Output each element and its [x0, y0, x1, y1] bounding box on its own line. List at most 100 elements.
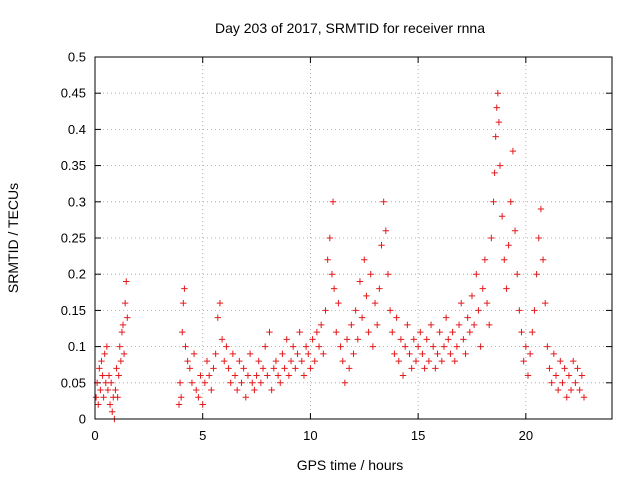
- data-point: [186, 365, 193, 372]
- data-point: [449, 328, 456, 336]
- data-point: [511, 227, 519, 234]
- chart-title: Day 203 of 2017, SRMTID for receiver rnn…: [215, 20, 485, 36]
- data-point: [380, 198, 387, 205]
- data-point: [493, 104, 500, 111]
- data-point: [214, 314, 221, 321]
- data-point: [529, 328, 536, 336]
- data-point: [102, 379, 109, 386]
- data-point: [455, 321, 463, 329]
- data-point: [389, 328, 396, 336]
- data-point: [378, 242, 385, 249]
- data-point: [225, 365, 232, 372]
- data-point: [257, 379, 265, 386]
- data-point: [514, 271, 521, 278]
- data-point: [462, 350, 469, 358]
- data-point: [114, 394, 121, 401]
- data-point: [266, 328, 273, 336]
- data-point: [470, 321, 478, 329]
- data-point: [119, 321, 127, 329]
- data-point: [391, 350, 398, 358]
- data-point: [524, 372, 532, 379]
- data-point: [495, 118, 503, 126]
- data-point: [227, 379, 234, 386]
- data-point: [298, 357, 305, 365]
- data-point: [376, 285, 383, 292]
- data-point: [320, 350, 327, 358]
- data-point: [488, 234, 495, 242]
- data-point: [179, 328, 186, 336]
- data-point: [98, 357, 105, 365]
- data-point: [442, 314, 450, 321]
- data-point: [348, 321, 355, 329]
- data-point: [305, 350, 312, 358]
- data-point: [270, 365, 277, 372]
- y-axis: 0 0.05 0.1 0.15 0.2 0.25 0.3 0.35 0.4 0.45 0.5: [61, 50, 612, 427]
- data-point: [552, 372, 560, 379]
- data-point: [557, 357, 564, 365]
- x-tick-label: 0: [91, 428, 98, 443]
- data-point: [309, 336, 316, 343]
- data-point: [408, 365, 415, 372]
- data-point: [277, 379, 284, 386]
- data-point: [369, 343, 377, 350]
- data-point: [231, 372, 239, 379]
- data-point: [393, 314, 400, 321]
- data-point: [272, 357, 280, 365]
- data-point: [477, 343, 484, 350]
- y-tick-label: 0.25: [61, 231, 86, 246]
- data-point: [498, 213, 506, 220]
- data-point: [285, 372, 293, 379]
- data-point: [406, 350, 413, 358]
- data-point: [180, 299, 187, 307]
- data-point: [208, 386, 215, 394]
- data-point: [468, 292, 476, 300]
- y-tick-label: 0.4: [68, 122, 86, 137]
- data-point: [412, 357, 420, 365]
- data-point: [373, 321, 381, 329]
- data-point: [520, 357, 527, 365]
- data-point: [97, 386, 104, 394]
- data-point: [576, 386, 583, 394]
- data-point: [300, 372, 308, 379]
- data-series: [92, 90, 588, 423]
- data-point: [345, 365, 353, 372]
- data-point: [554, 386, 562, 394]
- data-point: [563, 394, 570, 401]
- data-point: [268, 386, 275, 394]
- data-point: [294, 350, 301, 358]
- data-point: [460, 336, 467, 343]
- data-point: [505, 242, 512, 249]
- data-point: [466, 328, 474, 336]
- data-point: [236, 357, 243, 365]
- data-point: [354, 336, 362, 343]
- data-point: [199, 401, 206, 408]
- data-point: [95, 401, 102, 408]
- data-point: [339, 357, 346, 365]
- y-tick-label: 0.15: [61, 303, 86, 318]
- data-point: [315, 343, 323, 350]
- data-point: [201, 379, 209, 386]
- data-point: [330, 285, 338, 292]
- data-point: [367, 271, 374, 278]
- data-point: [363, 292, 370, 300]
- data-point: [486, 321, 493, 329]
- data-point: [203, 357, 211, 365]
- data-point: [311, 357, 318, 365]
- data-point: [458, 299, 465, 307]
- x-tick-label: 20: [519, 428, 533, 443]
- data-point: [425, 357, 433, 365]
- data-point: [438, 357, 446, 365]
- data-point: [264, 372, 271, 379]
- data-point: [371, 299, 379, 307]
- data-point: [329, 198, 337, 205]
- data-point: [253, 372, 260, 379]
- data-point: [531, 307, 538, 314]
- data-point: [283, 336, 290, 343]
- y-tick-label: 0: [79, 412, 86, 427]
- data-point: [216, 299, 224, 307]
- data-point: [221, 357, 228, 365]
- data-point: [281, 365, 288, 372]
- data-point: [176, 379, 184, 386]
- data-point: [210, 365, 217, 372]
- data-point: [483, 299, 491, 307]
